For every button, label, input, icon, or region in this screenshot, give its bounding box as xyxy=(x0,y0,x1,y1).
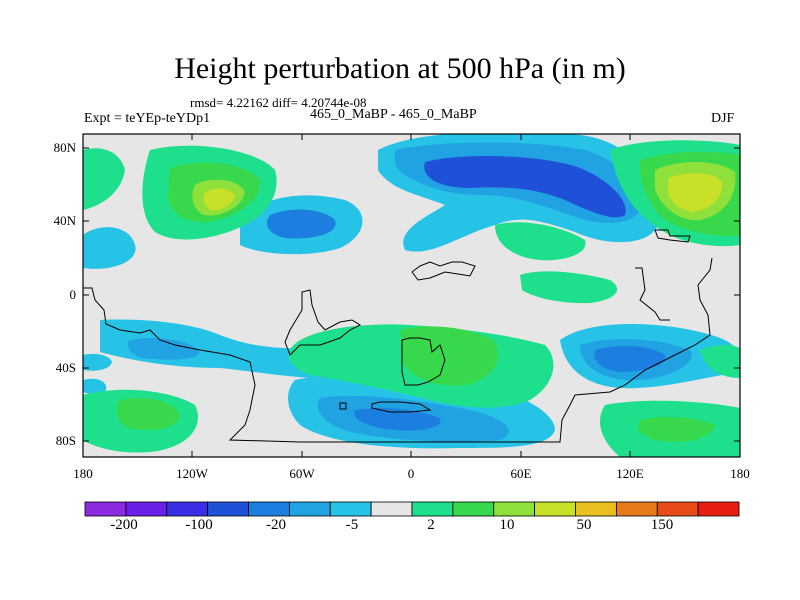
contour-fill-south-indian-core2 xyxy=(594,345,666,372)
lon-tick-label: 60E xyxy=(510,466,532,481)
contour-fill-southern-core2 xyxy=(354,407,441,431)
colorbar-swatch xyxy=(288,501,331,517)
colorbar-swatch xyxy=(493,501,536,517)
rmsd-subtitle: rmsd= 4.22162 diff= 4.20744e-08 xyxy=(190,95,367,110)
colorbar-swatch xyxy=(125,501,168,517)
season-label: DJF xyxy=(711,111,735,126)
coast-antarctic-strip xyxy=(371,401,432,413)
colorbar-swatch xyxy=(411,501,454,517)
coast-small-island xyxy=(339,402,347,410)
lat-tick-label: 40N xyxy=(53,213,76,228)
colorbar-swatch xyxy=(207,501,249,517)
contour-fill-ne-pacific-peak-inner xyxy=(203,188,235,211)
colorbar-swatch xyxy=(84,501,127,517)
colorbar-swatch xyxy=(615,501,658,517)
colorbar-label: -100 xyxy=(185,517,213,533)
coast-arabia xyxy=(411,261,476,281)
colorbar-swatch xyxy=(166,501,209,517)
contour-fill-n-asia-peak-inner xyxy=(668,173,723,212)
coast-south-america xyxy=(83,257,713,443)
lon-tick-label: 180 xyxy=(73,466,93,481)
contour-fill-sw-pacific-2 xyxy=(83,378,107,394)
coast-indonesia xyxy=(654,229,691,243)
contour-fills xyxy=(83,134,740,457)
lon-tick-label: 0 xyxy=(407,466,415,481)
coast-africa xyxy=(284,289,362,356)
colorbar-label: -200 xyxy=(110,517,138,533)
colorbar-swatch xyxy=(452,501,495,517)
map-title: Height perturbation at 500 hPa (in m) xyxy=(174,52,626,85)
contour-fill-sw-core xyxy=(116,398,180,430)
contour-fill-pacific-core xyxy=(266,209,336,239)
colorbar-swatch xyxy=(370,501,413,517)
lat-tick-label: 80N xyxy=(53,140,76,155)
contour-fill-africa-core xyxy=(400,326,499,386)
contour-fill-sw-pacific xyxy=(83,353,112,371)
comparison-label: 465_0_MaBP - 465_0_MaBP xyxy=(310,107,477,122)
coast-australia xyxy=(635,267,670,321)
colorbar-label: 150 xyxy=(650,517,674,533)
colorbar-swatch xyxy=(575,501,617,517)
colorbar xyxy=(84,501,740,517)
lon-tick-label: 120W xyxy=(176,466,208,481)
contour-fill-pacific-west xyxy=(83,227,136,269)
colorbar-label: 50 xyxy=(576,517,592,533)
coast-madagascar xyxy=(401,337,446,386)
contour-fill-nw-pacific xyxy=(83,148,125,210)
colorbar-swatch xyxy=(656,501,699,517)
contour-fill-s-pacific xyxy=(700,345,740,378)
colorbar-swatch xyxy=(534,501,576,517)
lat-tick-label: 80S xyxy=(55,433,76,448)
colorbar-swatch xyxy=(697,501,740,517)
contour-fill-south-atl-core xyxy=(127,338,200,360)
axis-ticks xyxy=(82,134,741,457)
colorbar-label: 10 xyxy=(499,517,515,533)
contour-fill-north-atlantic-core xyxy=(424,156,626,218)
contour-fill-tropical xyxy=(520,271,618,304)
colorbar-swatch xyxy=(329,501,372,517)
coastlines xyxy=(83,229,713,443)
experiment-label: Expt = teYEp-teYDp1 xyxy=(84,111,211,126)
lat-tick-label: 40S xyxy=(55,360,76,375)
lon-tick-label: 180 xyxy=(730,466,750,481)
colorbar-swatch xyxy=(248,501,290,517)
lat-tick-label: 0 xyxy=(69,287,77,302)
colorbar-label: 2 xyxy=(427,517,435,533)
colorbar-label: -5 xyxy=(345,517,359,533)
contour-fill-east-atlantic xyxy=(495,222,586,261)
contour-fill-se-core xyxy=(638,417,715,442)
colorbar-label: -20 xyxy=(266,517,286,533)
lon-tick-label: 120E xyxy=(616,466,644,481)
lon-tick-label: 60W xyxy=(289,466,315,481)
